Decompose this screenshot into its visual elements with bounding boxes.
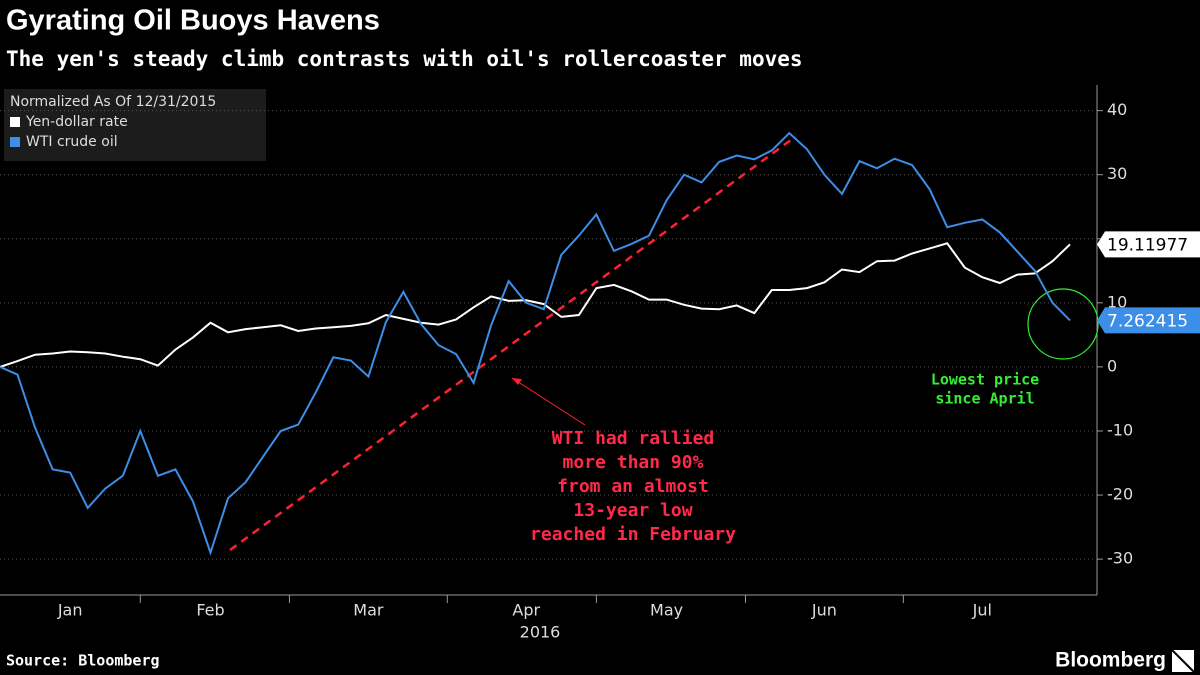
legend-label: Yen-dollar rate — [25, 114, 128, 130]
annotation-text: reached in February — [530, 524, 736, 545]
x-tick-label: May — [650, 601, 683, 620]
x-tick-label: Mar — [353, 601, 384, 620]
y-tick-label: 10 — [1107, 292, 1127, 311]
legend-swatch — [10, 137, 20, 147]
highlight-circle — [1027, 288, 1099, 360]
chart-title: Gyrating Oil Buoys Havens — [6, 5, 380, 37]
value-tag — [1097, 231, 1200, 258]
source: Source: Bloomberg — [6, 652, 160, 670]
value-label: 7.262415 — [1107, 311, 1188, 331]
annotation-arrowhead — [512, 378, 522, 385]
y-tick-label: -20 — [1107, 485, 1133, 504]
legend-title: Normalized As Of 12/31/2015 — [10, 94, 216, 110]
brand: Bloomberg — [1055, 649, 1166, 672]
chart-subtitle: The yen's steady climb contrasts with oi… — [6, 47, 803, 71]
legend-label: WTI crude oil — [26, 134, 118, 150]
value-tag — [1097, 307, 1200, 334]
x-tick-label: Apr — [512, 601, 540, 620]
annotation-text: since April — [935, 390, 1034, 408]
annotation-text: more than 90% — [563, 452, 704, 473]
trend-annotation — [229, 135, 796, 552]
brand-icon-stroke — [1171, 649, 1195, 673]
y-tick-label: 0 — [1107, 356, 1117, 375]
legend-box — [4, 89, 266, 161]
series-line — [0, 242, 1071, 368]
y-tick-label: -10 — [1107, 420, 1133, 439]
legend-swatch — [10, 117, 20, 127]
series-line — [0, 131, 1071, 556]
x-tick-label: Jun — [811, 601, 837, 620]
annotation-arrow — [511, 377, 586, 426]
y-tick-label: 30 — [1107, 164, 1127, 183]
annotation-text: Lowest price — [931, 371, 1039, 389]
x-tick-label: Jan — [57, 601, 83, 620]
annotation-text: 13-year low — [573, 500, 692, 521]
y-tick-label: 40 — [1107, 100, 1127, 119]
value-label: 19.11977 — [1107, 235, 1188, 255]
y-tick-label: -30 — [1107, 549, 1133, 568]
x-tick-label: Jul — [972, 601, 992, 620]
annotation-text: WTI had rallied — [552, 428, 715, 449]
x-tick-label: Feb — [196, 601, 224, 620]
x-axis-label: 2016 — [520, 623, 561, 642]
annotation-text: from an almost — [557, 476, 709, 497]
